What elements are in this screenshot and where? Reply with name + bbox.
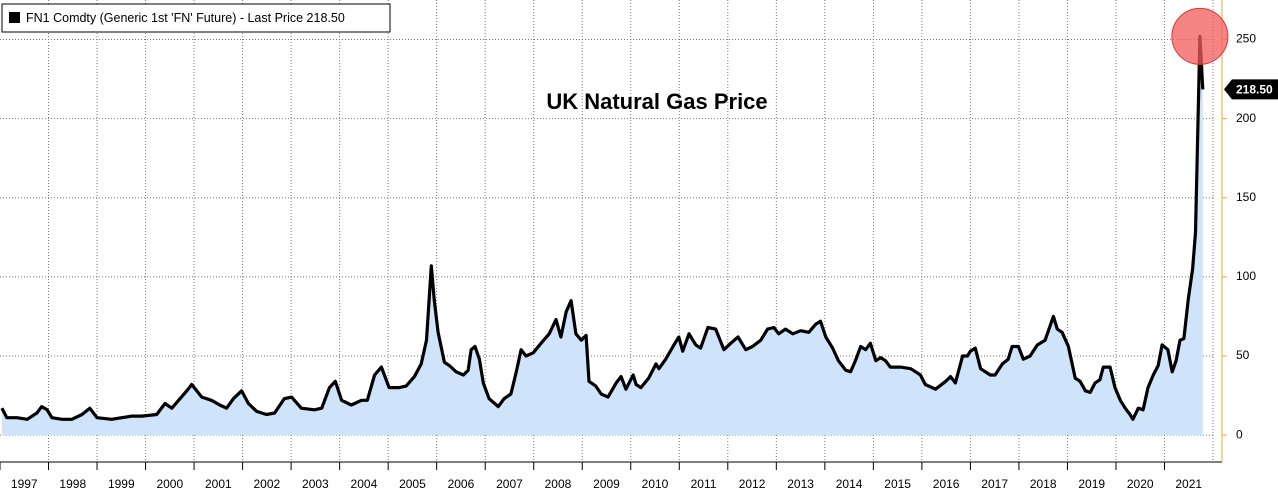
x-tick-label: 2005 (399, 477, 426, 491)
line (0, 34, 1205, 421)
y-tick-label: 50 (1236, 348, 1250, 362)
x-tick-label: 2006 (448, 477, 475, 491)
chart-title: UK Natural Gas Price (546, 89, 767, 114)
legend-label: FN1 Comdty (Generic 1st 'FN' Future) - L… (26, 11, 345, 25)
plot (0, 34, 1205, 436)
x-tick-label: 2020 (1127, 477, 1154, 491)
last-price-label: 218.50 (1236, 83, 1273, 97)
x-tick-label: 2021 (1175, 477, 1202, 491)
x-tick-label: 1998 (59, 477, 86, 491)
x-tick-label: 2010 (642, 477, 669, 491)
y-tick-label: 0 (1236, 427, 1243, 441)
legend-swatch (9, 12, 20, 23)
y-tick-label: 200 (1236, 111, 1256, 125)
x-tick-label: 2015 (884, 477, 911, 491)
x-tick-label: 2016 (933, 477, 960, 491)
x-tick-label: 2018 (1030, 477, 1057, 491)
x-tick-label: 2014 (836, 477, 863, 491)
x-tick-label: 2009 (593, 477, 620, 491)
highlight-circle (1171, 7, 1229, 65)
y-tick-label: 150 (1236, 190, 1256, 204)
x-tick-label: 2011 (691, 477, 717, 491)
legend: FN1 Comdty (Generic 1st 'FN' Future) - L… (1, 3, 391, 33)
x-tick-label: 1997 (11, 477, 38, 491)
x-tick-label: 2013 (787, 477, 814, 491)
x-tick-label: 2003 (302, 477, 329, 491)
x-tick-label: 2007 (496, 477, 523, 491)
x-tick-label: 2004 (351, 477, 378, 491)
x-tick-label: 2002 (254, 477, 281, 491)
x-tick-label: 2008 (545, 477, 572, 491)
area-fill (1, 36, 1203, 436)
y-tick-label: 100 (1236, 269, 1256, 283)
x-tick-label: 2001 (205, 477, 232, 491)
x-tick-label: 2017 (981, 477, 1008, 491)
x-tick-label: 2000 (156, 477, 183, 491)
last-price-tag (1224, 79, 1278, 100)
x-tick-label: 2012 (739, 477, 766, 491)
legend-box (1, 3, 391, 33)
y-tick-label: 250 (1236, 32, 1256, 46)
x-tick-label: 2019 (1078, 477, 1105, 491)
x-tick-label: 1999 (108, 477, 135, 491)
